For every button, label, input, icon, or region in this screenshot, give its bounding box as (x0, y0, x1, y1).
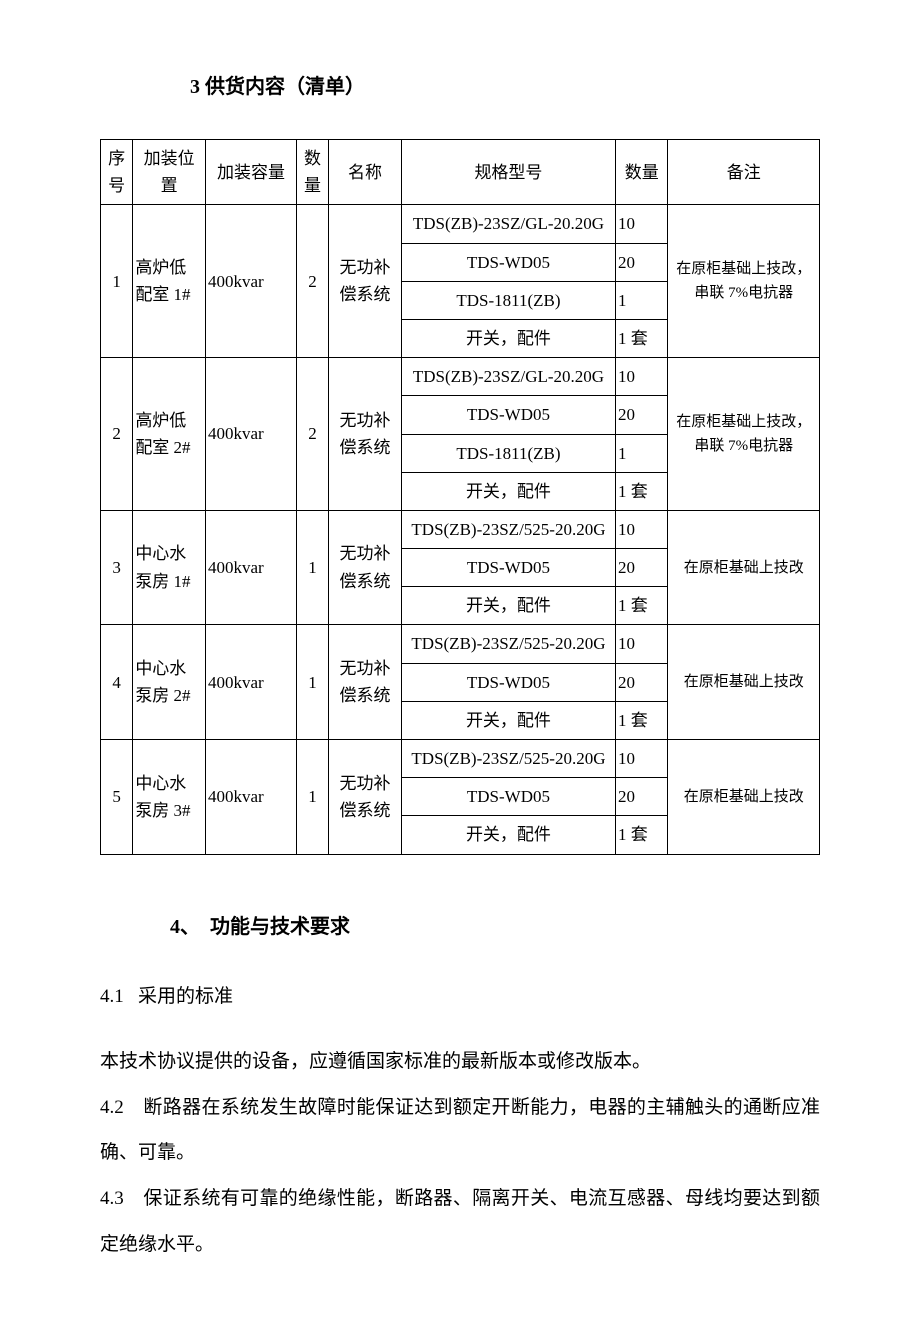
cell-qty2: 20 (615, 778, 668, 816)
col-capacity: 加装容量 (206, 140, 297, 205)
cell-qty2: 1 套 (615, 701, 668, 739)
col-qty1: 数量 (296, 140, 328, 205)
cell-qty1: 1 (296, 625, 328, 740)
cell-capacity: 400kvar (206, 510, 297, 625)
cell-qty2: 10 (615, 358, 668, 396)
cell-remark: 在原柜基础上技改 (668, 740, 820, 855)
cell-spec: TDS(ZB)-23SZ/525-20.20G (401, 740, 615, 778)
section3-title: 3 供货内容（清单） (100, 70, 820, 99)
cell-spec: TDS-WD05 (401, 396, 615, 434)
cell-remark: 在原柜基础上技改，串联 7%电抗器 (668, 205, 820, 358)
table-head: 序号 加装位置 加装容量 数量 名称 规格型号 数量 备注 (101, 140, 820, 205)
cell-remark: 在原柜基础上技改 (668, 510, 820, 625)
cell-remark: 在原柜基础上技改，串联 7%电抗器 (668, 358, 820, 511)
cell-qty2: 1 套 (615, 319, 668, 357)
cell-location: 高炉低配室 2# (133, 358, 206, 511)
cell-spec: TDS(ZB)-23SZ/525-20.20G (401, 625, 615, 663)
table-row: 4中心水泵房 2#400kvar1无功补偿系统TDS(ZB)-23SZ/525-… (101, 625, 820, 663)
cell-name: 无功补偿系统 (329, 510, 402, 625)
cell-qty2: 20 (615, 396, 668, 434)
cell-qty1: 2 (296, 205, 328, 358)
cell-qty2: 20 (615, 549, 668, 587)
p41-title: 采用的标准 (138, 986, 233, 1007)
cell-qty2: 10 (615, 205, 668, 243)
p41-body: 本技术协议提供的设备，应遵循国家标准的最新版本或修改版本。 (100, 1039, 820, 1085)
cell-remark: 在原柜基础上技改 (668, 625, 820, 740)
cell-spec: 开关，配件 (401, 816, 615, 854)
col-qty2: 数量 (615, 140, 668, 205)
section4-body: 4.1 采用的标准 本技术协议提供的设备，应遵循国家标准的最新版本或修改版本。 … (100, 974, 820, 1268)
table-row: 2高炉低配室 2#400kvar2无功补偿系统TDS(ZB)-23SZ/GL-2… (101, 358, 820, 396)
col-idx: 序号 (101, 140, 133, 205)
cell-qty2: 20 (615, 243, 668, 281)
cell-location: 中心水泵房 3# (133, 740, 206, 855)
cell-capacity: 400kvar (206, 740, 297, 855)
cell-qty2: 10 (615, 625, 668, 663)
cell-idx: 3 (101, 510, 133, 625)
cell-spec: 开关，配件 (401, 472, 615, 510)
cell-qty2: 10 (615, 740, 668, 778)
cell-spec: TDS-1811(ZB) (401, 434, 615, 472)
page-container: 3 供货内容（清单） 序号 加装位置 加装容量 数量 名称 规格型号 数量 备注… (0, 0, 920, 1327)
col-remark: 备注 (668, 140, 820, 205)
cell-qty1: 2 (296, 358, 328, 511)
cell-qty2: 1 套 (615, 816, 668, 854)
cell-qty2: 1 套 (615, 472, 668, 510)
cell-capacity: 400kvar (206, 625, 297, 740)
p41-heading: 4.1 采用的标准 (100, 974, 820, 1020)
cell-spec: 开关，配件 (401, 319, 615, 357)
cell-qty2: 20 (615, 663, 668, 701)
cell-location: 高炉低配室 1# (133, 205, 206, 358)
table-row: 5中心水泵房 3#400kvar1无功补偿系统TDS(ZB)-23SZ/525-… (101, 740, 820, 778)
cell-name: 无功补偿系统 (329, 205, 402, 358)
cell-qty2: 1 (615, 434, 668, 472)
p43: 4.3 保证系统有可靠的绝缘性能，断路器、隔离开关、电流互感器、母线均要达到额定… (100, 1176, 820, 1267)
table-row: 3中心水泵房 1#400kvar1无功补偿系统TDS(ZB)-23SZ/525-… (101, 510, 820, 548)
cell-capacity: 400kvar (206, 358, 297, 511)
section4-title: 4、 功能与技术要求 (100, 910, 820, 939)
col-location: 加装位置 (133, 140, 206, 205)
cell-idx: 2 (101, 358, 133, 511)
cell-spec: 开关，配件 (401, 587, 615, 625)
cell-name: 无功补偿系统 (329, 625, 402, 740)
cell-name: 无功补偿系统 (329, 358, 402, 511)
cell-location: 中心水泵房 2# (133, 625, 206, 740)
cell-spec: TDS-WD05 (401, 549, 615, 587)
cell-qty1: 1 (296, 510, 328, 625)
cell-spec: TDS(ZB)-23SZ/GL-20.20G (401, 205, 615, 243)
cell-capacity: 400kvar (206, 205, 297, 358)
cell-spec: TDS-WD05 (401, 243, 615, 281)
cell-spec: TDS-1811(ZB) (401, 281, 615, 319)
supply-table: 序号 加装位置 加装容量 数量 名称 规格型号 数量 备注 1高炉低配室 1#4… (100, 139, 820, 855)
col-name: 名称 (329, 140, 402, 205)
cell-spec: TDS(ZB)-23SZ/525-20.20G (401, 510, 615, 548)
cell-qty2: 10 (615, 510, 668, 548)
cell-qty2: 1 (615, 281, 668, 319)
cell-idx: 5 (101, 740, 133, 855)
cell-location: 中心水泵房 1# (133, 510, 206, 625)
cell-qty1: 1 (296, 740, 328, 855)
cell-spec: 开关，配件 (401, 701, 615, 739)
table-row: 1高炉低配室 1#400kvar2无功补偿系统TDS(ZB)-23SZ/GL-2… (101, 205, 820, 243)
cell-spec: TDS-WD05 (401, 663, 615, 701)
cell-name: 无功补偿系统 (329, 740, 402, 855)
cell-qty2: 1 套 (615, 587, 668, 625)
cell-idx: 1 (101, 205, 133, 358)
p41-num: 4.1 (100, 986, 124, 1007)
cell-spec: TDS(ZB)-23SZ/GL-20.20G (401, 358, 615, 396)
cell-idx: 4 (101, 625, 133, 740)
col-spec: 规格型号 (401, 140, 615, 205)
table-body: 1高炉低配室 1#400kvar2无功补偿系统TDS(ZB)-23SZ/GL-2… (101, 205, 820, 854)
p42: 4.2 断路器在系统发生故障时能保证达到额定开断能力，电器的主辅触头的通断应准确… (100, 1085, 820, 1176)
cell-spec: TDS-WD05 (401, 778, 615, 816)
